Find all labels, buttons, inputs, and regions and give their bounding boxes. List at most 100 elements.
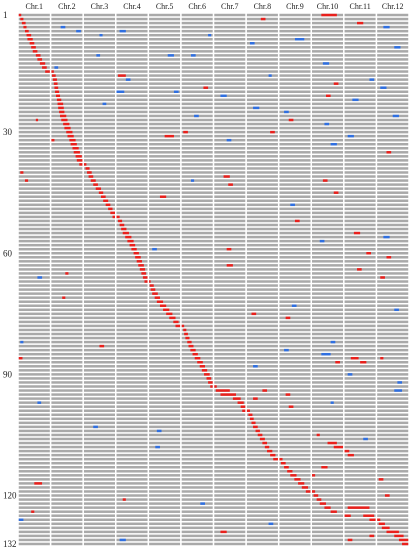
background-genotype-bar: [246, 308, 278, 312]
background-genotype-bar: [51, 449, 83, 453]
background-genotype-bar: [214, 522, 246, 526]
background-genotype-bar: [377, 425, 409, 429]
introgression-segment-red: [87, 171, 92, 174]
background-genotype-bar: [116, 227, 148, 231]
introgression-segment-red: [54, 86, 59, 89]
background-genotype-bar: [246, 159, 278, 162]
background-genotype-bar: [83, 470, 115, 473]
introgression-segment-blue: [116, 90, 125, 93]
background-genotype-bar: [83, 142, 115, 146]
background-genotype-bar: [51, 381, 83, 384]
background-genotype-bar: [51, 308, 83, 312]
introgression-segment-red: [321, 466, 328, 469]
background-genotype-bar: [246, 413, 278, 417]
background-genotype-bar: [83, 58, 115, 61]
background-genotype-bar: [246, 167, 278, 170]
background-genotype-bar: [377, 207, 409, 211]
background-genotype-bar: [83, 389, 115, 392]
background-genotype-bar: [344, 498, 376, 501]
background-genotype-bar: [18, 66, 50, 69]
background-genotype-bar: [83, 453, 115, 457]
background-genotype-bar: [246, 50, 278, 53]
background-genotype-bar: [344, 252, 376, 255]
background-genotype-bar: [181, 231, 213, 235]
background-genotype-bar: [377, 344, 409, 348]
background-genotype-bar: [312, 199, 344, 203]
introgression-segment-blue: [291, 304, 297, 307]
background-genotype-bar: [312, 268, 344, 271]
introgression-segment-red: [138, 264, 144, 267]
background-genotype-bar: [181, 288, 213, 291]
background-genotype-bar: [279, 445, 311, 449]
genotype-row: [18, 445, 409, 449]
background-genotype-bar: [312, 86, 344, 89]
background-genotype-bar: [51, 58, 83, 61]
background-genotype-bar: [344, 288, 376, 291]
background-genotype-bar: [18, 13, 50, 17]
background-genotype-bar: [246, 490, 278, 493]
genotype-row: [18, 312, 409, 316]
background-genotype-bar: [149, 187, 181, 190]
background-genotype-bar: [149, 118, 181, 122]
background-genotype-bar: [312, 445, 344, 449]
background-genotype-bar: [312, 361, 344, 364]
background-genotype-bar: [279, 223, 311, 227]
background-genotype-bar: [149, 405, 181, 408]
background-genotype-bar: [246, 409, 278, 412]
background-genotype-bar: [246, 191, 278, 194]
background-genotype-bar: [312, 284, 344, 287]
background-genotype-bar: [214, 260, 246, 263]
background-genotype-bar: [51, 211, 83, 215]
background-genotype-bar: [149, 171, 181, 174]
background-genotype-bar: [344, 348, 376, 352]
genotype-row: [18, 365, 409, 368]
background-genotype-bar: [149, 429, 181, 433]
background-genotype-bar: [18, 425, 50, 429]
chromosome-label: Chr.6: [188, 2, 206, 11]
background-genotype-bar: [344, 62, 376, 65]
background-genotype-bar: [51, 328, 83, 332]
chromosome-label: Chr.11: [349, 2, 370, 11]
background-genotype-bar: [149, 235, 181, 239]
background-genotype-bar: [214, 490, 246, 493]
background-genotype-bar: [214, 235, 246, 239]
background-genotype-bar: [344, 183, 376, 186]
background-genotype-bar: [312, 175, 344, 178]
background-genotype-bar: [149, 98, 181, 102]
background-genotype-bar: [344, 369, 376, 372]
background-genotype-bar: [83, 365, 115, 368]
background-genotype-bar: [246, 272, 278, 275]
introgression-segment-blue: [383, 25, 390, 29]
background-genotype-bar: [344, 191, 376, 194]
background-genotype-bar: [377, 58, 409, 61]
introgression-segment-red: [380, 356, 384, 360]
background-genotype-bar: [51, 474, 83, 477]
background-genotype-bar: [83, 138, 115, 142]
background-genotype-bar: [18, 397, 50, 400]
background-genotype-bar: [312, 54, 344, 57]
background-genotype-bar: [312, 538, 344, 542]
background-genotype-bar: [181, 94, 213, 98]
background-genotype-bar: [83, 42, 115, 45]
chromosome-label: Chr.7: [221, 2, 239, 11]
background-genotype-bar: [214, 518, 246, 521]
background-genotype-bar: [18, 332, 50, 336]
introgression-segment-blue: [119, 29, 126, 33]
background-genotype-bar: [312, 296, 344, 299]
background-genotype-bar: [149, 457, 181, 461]
row-number-label: 30: [3, 127, 13, 137]
background-genotype-bar: [279, 25, 311, 29]
background-genotype-bar: [116, 542, 148, 546]
background-genotype-bar: [116, 425, 148, 429]
background-genotype-bar: [377, 54, 409, 57]
background-genotype-bar: [116, 33, 148, 37]
background-genotype-bar: [246, 78, 278, 81]
background-genotype-bar: [149, 490, 181, 493]
background-genotype-bar: [149, 231, 181, 235]
introgression-segment-blue: [394, 46, 401, 49]
background-genotype-bar: [279, 300, 311, 303]
background-genotype-bar: [279, 417, 311, 421]
genotype-row: [18, 163, 409, 166]
background-genotype-bar: [279, 130, 311, 134]
introgression-segment-red: [377, 518, 381, 521]
